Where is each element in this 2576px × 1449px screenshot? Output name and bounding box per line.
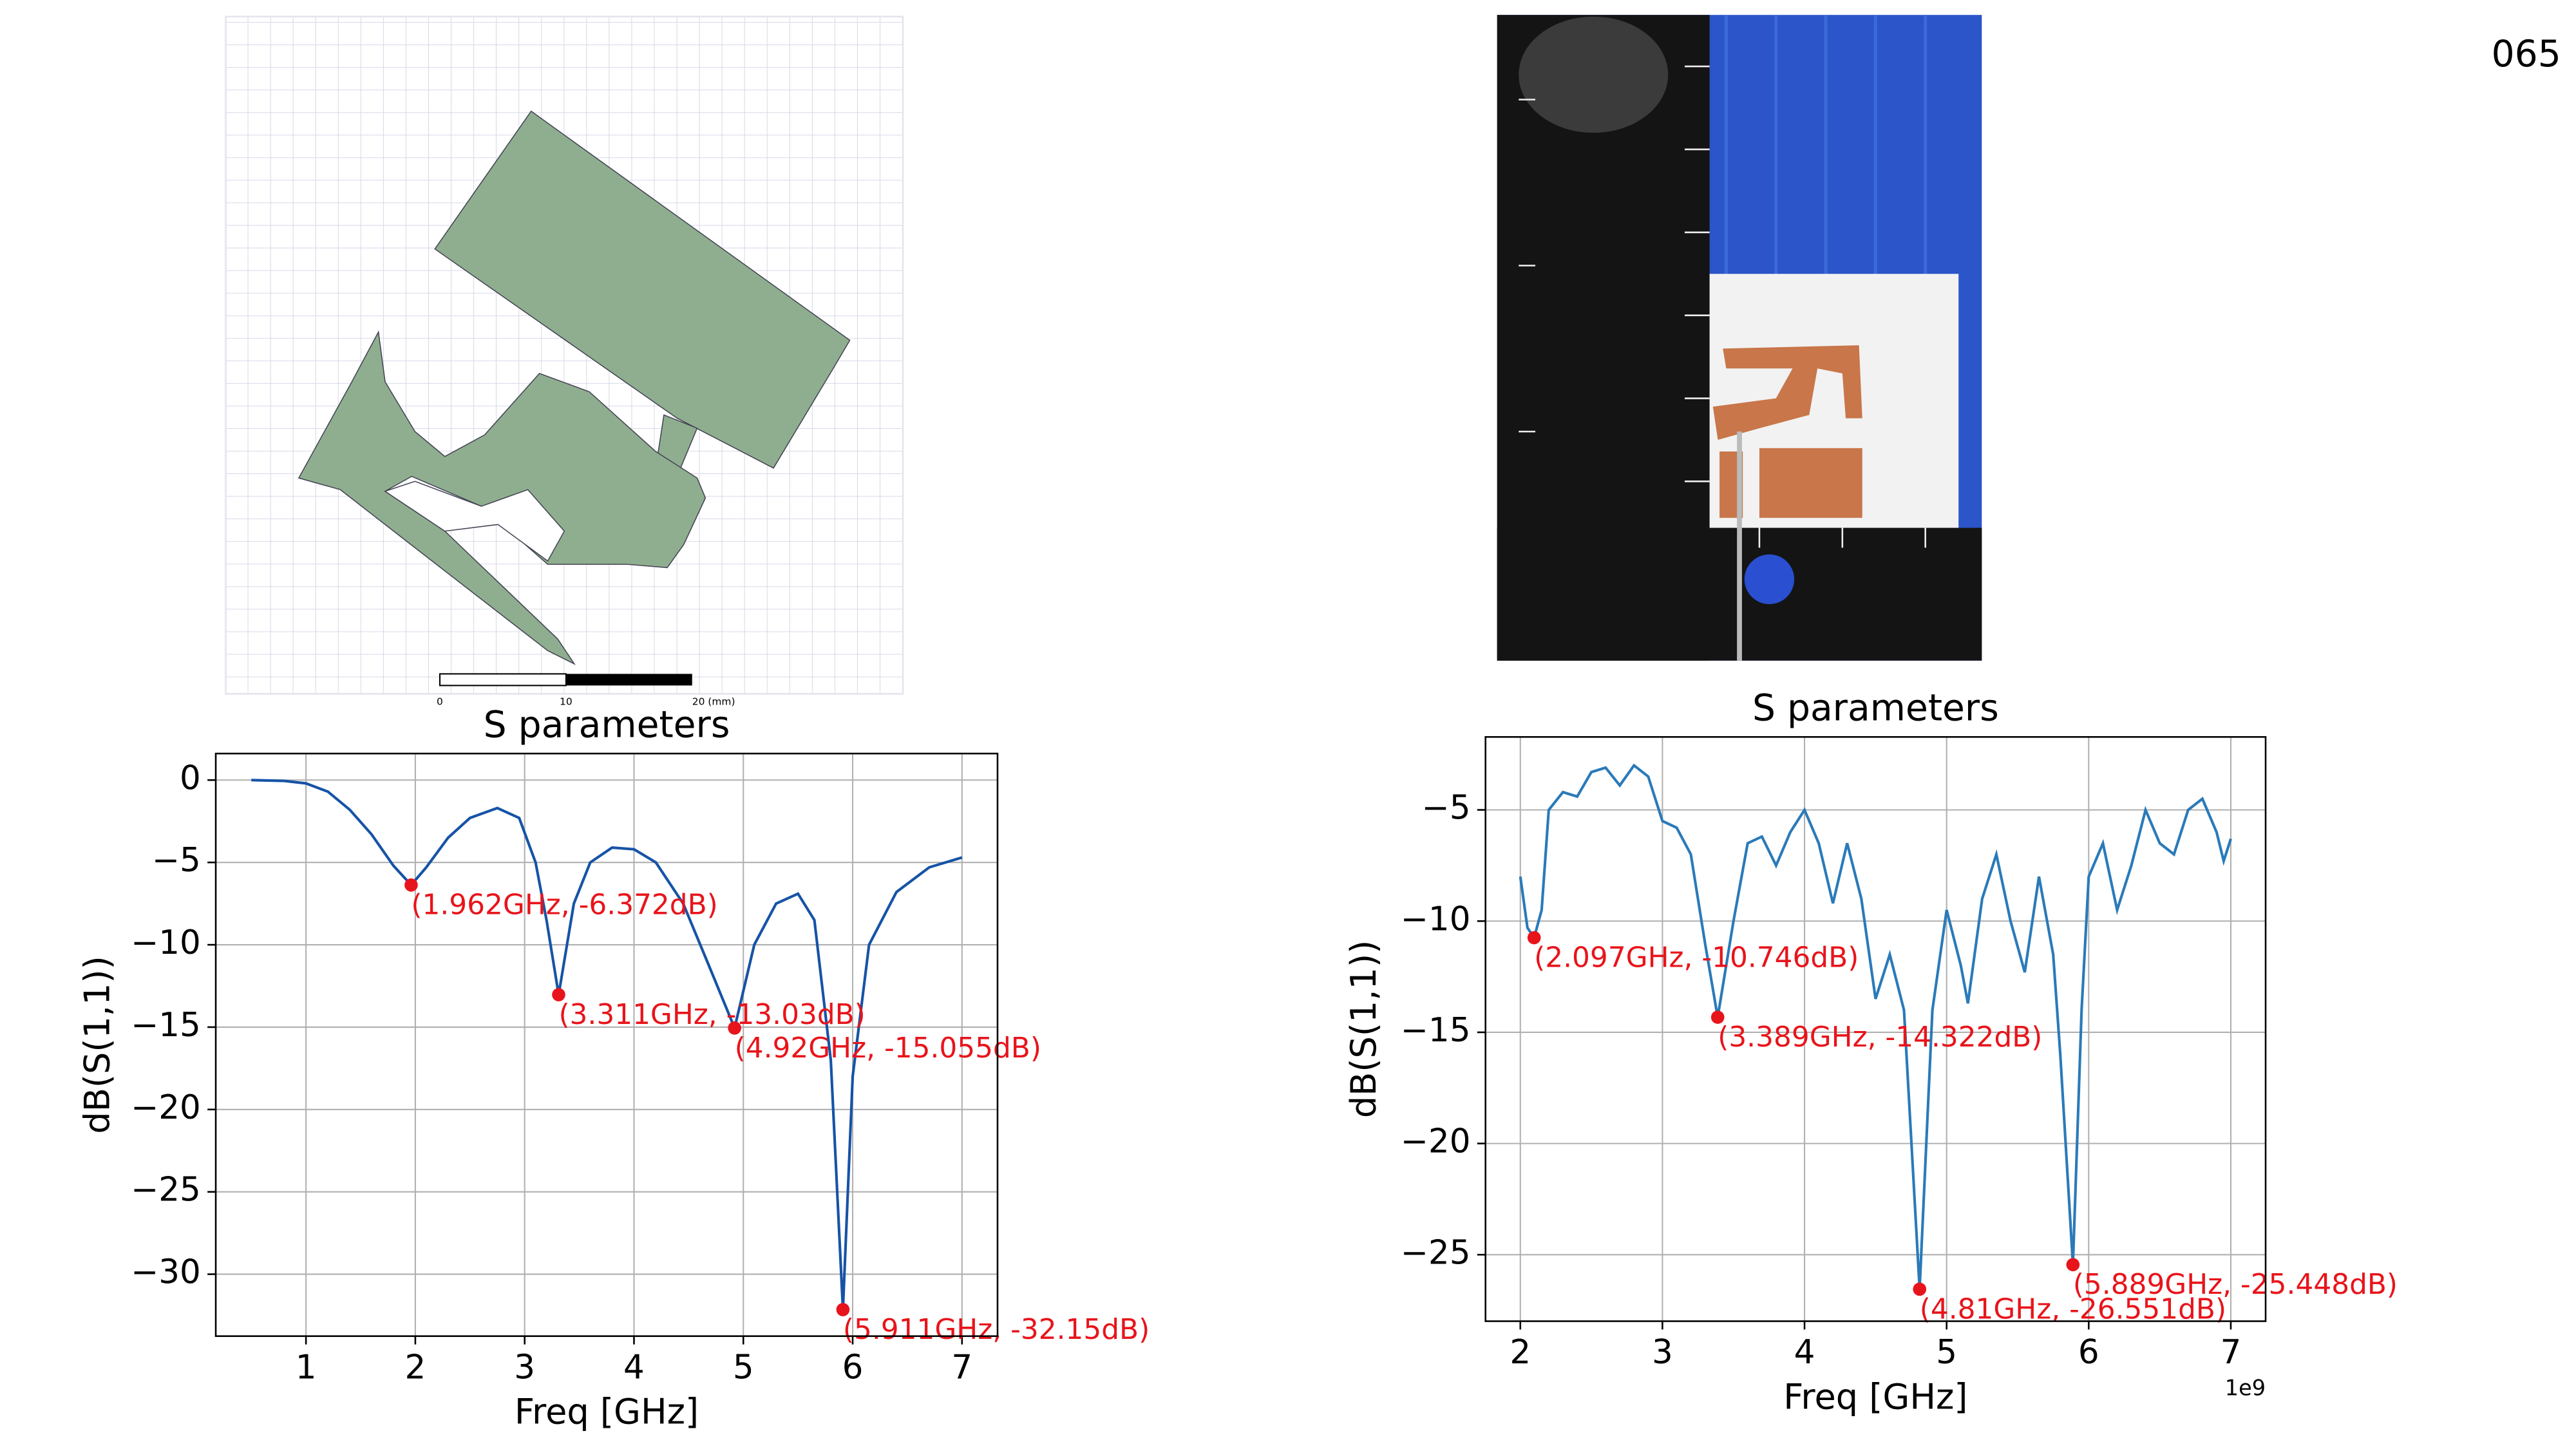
marker-label: (3.311GHz, -13.03dB) [558, 998, 865, 1031]
antenna-photo [1497, 15, 1982, 661]
marker [1913, 1282, 1927, 1296]
antenna-shape [298, 110, 851, 665]
x-tick-label: 4 [1794, 1333, 1815, 1372]
x-tick-label: 1 [296, 1348, 317, 1387]
x-tick-label: 5 [733, 1348, 754, 1387]
x-tick-label: 3 [514, 1348, 535, 1387]
y-tick-label: −15 [131, 1006, 201, 1045]
page-number: 065 [2492, 33, 2561, 75]
y-tick-label: −20 [1401, 1122, 1471, 1161]
marker [2066, 1258, 2080, 1272]
y-axis-label: dB(S(1,1)) [1343, 940, 1384, 1118]
y-tick-label: −25 [1401, 1233, 1471, 1272]
marker [728, 1021, 741, 1035]
y-tick-label: −5 [1422, 789, 1471, 828]
marker-label: (5.911GHz, -32.15dB) [843, 1313, 1150, 1346]
y-tick-label: −10 [131, 923, 201, 962]
chart-title: S parameters [1752, 687, 1999, 730]
scale-label: 0 [437, 696, 443, 708]
y-tick-label: 0 [180, 759, 201, 797]
axes-frame [214, 752, 999, 1338]
y-tick-label: −15 [1401, 1011, 1471, 1050]
x-tick-label: 2 [404, 1348, 426, 1387]
x-offset-label: 1e9 [2225, 1376, 2266, 1401]
marker [1710, 1010, 1725, 1024]
x-axis-label: Freq [GHz] [515, 1392, 699, 1432]
marker-label: (1.962GHz, -6.372dB) [411, 889, 717, 922]
x-axis-label: Freq [GHz] [1783, 1376, 1967, 1417]
chart-title: S parameters [484, 703, 730, 746]
marker-label: (5.889GHz, -25.448dB) [2073, 1268, 2398, 1301]
marker-label: (3.389GHz, -14.322dB) [1718, 1021, 2042, 1054]
marker [836, 1303, 850, 1316]
x-tick-label: 2 [1510, 1333, 1531, 1372]
marker [1527, 931, 1541, 945]
x-tick-label: 7 [951, 1348, 972, 1387]
y-tick-label: −25 [131, 1171, 201, 1209]
data-line [1519, 763, 2232, 1289]
y-tick-label: −5 [152, 841, 201, 880]
marker-label: (4.92GHz, -15.055dB) [735, 1032, 1041, 1065]
marker [552, 988, 565, 1001]
axes-frame [1484, 736, 2267, 1322]
x-tick-label: 4 [623, 1348, 645, 1387]
marker [404, 878, 418, 892]
y-tick-label: −30 [131, 1253, 201, 1292]
marker-label: (4.81GHz, -26.551dB) [1920, 1293, 2226, 1325]
scale-label: 10 [560, 696, 573, 708]
marker-label: (2.097GHz, -10.746dB) [1534, 942, 1859, 974]
scale-label: 20 (mm) [692, 696, 735, 708]
x-tick-label: 5 [1936, 1333, 1957, 1372]
y-tick-label: −20 [131, 1088, 201, 1127]
y-axis-label: dB(S(1,1)) [77, 956, 117, 1133]
x-tick-label: 6 [2078, 1333, 2099, 1372]
x-tick-label: 3 [1652, 1333, 1673, 1372]
plot-area [1485, 737, 2266, 1321]
data-line [251, 779, 963, 1310]
y-tick-label: −10 [1401, 900, 1471, 938]
antenna-layout: 0 10 20 (mm) [225, 15, 904, 708]
x-tick-label: 6 [842, 1348, 864, 1387]
x-tick-label: 7 [2221, 1333, 2242, 1372]
